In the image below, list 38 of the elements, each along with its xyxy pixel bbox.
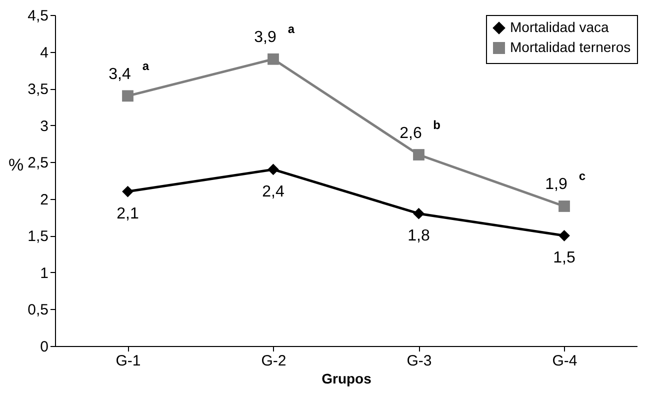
y-tick-label: 1	[40, 264, 48, 282]
data-label: 3,9	[254, 29, 276, 46]
legend-label: Mortalidad vaca	[510, 19, 610, 35]
x-tick-label: G-4	[552, 352, 578, 370]
y-tick-label: 1,5	[28, 228, 48, 246]
data-label: 2,1	[116, 206, 139, 223]
y-tick-label: 3,5	[28, 81, 48, 98]
data-label: 3,4	[108, 66, 131, 83]
data-label: 2,6	[400, 124, 422, 142]
y-tick-label: 4,5	[28, 8, 48, 24]
x-axis-title: Grupos	[322, 370, 372, 386]
data-label: 2,4	[262, 183, 284, 200]
point	[413, 208, 424, 220]
x-tick-label: G-3	[406, 352, 432, 370]
y-axis-title: %	[8, 156, 24, 174]
point	[122, 90, 134, 102]
data-label: 1,8	[408, 228, 430, 245]
point	[413, 149, 424, 160]
data-label: 1,9	[545, 176, 568, 194]
x-tick-label: G-2	[261, 352, 286, 370]
y-tick-label: 3	[40, 118, 48, 135]
point	[122, 186, 134, 198]
y-tick-label: 4	[40, 44, 48, 62]
point	[558, 230, 570, 242]
annotation: a	[288, 22, 295, 36]
y-tick-label: 2	[40, 191, 48, 208]
legend-label: Mortalidad terneros	[510, 39, 631, 55]
data-label: 1,5	[553, 250, 576, 267]
point	[268, 53, 279, 65]
x-tick-label: G-1	[116, 352, 141, 370]
annotation: c	[578, 169, 586, 184]
y-tick-label: 0	[40, 338, 48, 356]
point	[268, 164, 279, 176]
annotation: a	[142, 58, 150, 73]
annotation: b	[433, 118, 440, 132]
point	[558, 200, 570, 212]
y-tick-label: 2,5	[28, 154, 48, 172]
y-tick-label: 0,5	[28, 302, 48, 319]
